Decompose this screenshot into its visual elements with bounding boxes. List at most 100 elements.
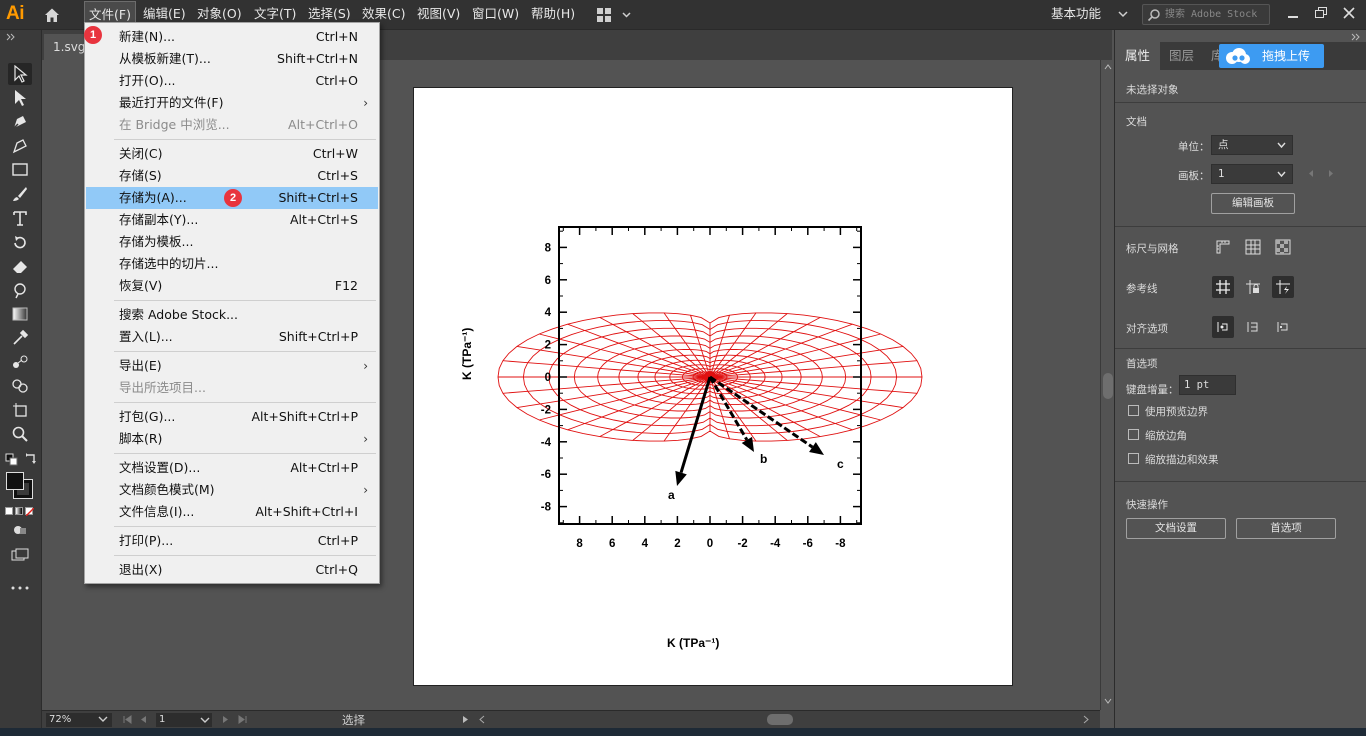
paintbrush-tool-icon[interactable] xyxy=(8,183,32,205)
next-artboard-icon[interactable] xyxy=(1328,169,1334,178)
menu-item[interactable]: 从模板新建(T)... Shift+Ctrl+N xyxy=(86,48,378,70)
arrange-documents-icon[interactable] xyxy=(596,7,632,23)
collapse-panel-icon[interactable] xyxy=(1351,33,1363,41)
menu-view[interactable]: 视图(V) xyxy=(417,6,461,21)
zoom-level[interactable]: 72% xyxy=(46,713,112,727)
scroll-left-icon[interactable] xyxy=(478,715,486,724)
swap-colors-icon[interactable] xyxy=(24,452,38,466)
snap-to-grid-icon[interactable] xyxy=(1242,316,1264,338)
artboard-select[interactable]: 1 xyxy=(1211,164,1293,184)
gradient-mode-icon[interactable] xyxy=(15,507,23,515)
tab-layers[interactable]: 图层 xyxy=(1169,48,1195,63)
menu-item[interactable]: 文件信息(I)... Alt+Shift+Ctrl+I xyxy=(86,501,378,523)
menu-item[interactable]: 存储副本(Y)... Alt+Ctrl+S xyxy=(86,209,378,231)
stock-search-input[interactable] xyxy=(1165,6,1267,23)
selection-tool-icon[interactable] xyxy=(8,63,32,85)
menu-type[interactable]: 文字(T) xyxy=(254,6,297,21)
menu-item[interactable]: 关闭(C) Ctrl+W xyxy=(86,143,378,165)
status-menu-icon[interactable] xyxy=(462,715,470,724)
menu-item[interactable]: 恢复(V) F12 xyxy=(86,275,378,297)
default-colors-icon[interactable] xyxy=(5,453,19,467)
canvas[interactable]: 8 6 4 2 0 -2 -4 -6 -8 8 6 4 2 0 -2 -4 -6 -8 a b c K (TPa… xyxy=(42,60,1100,710)
first-artboard-icon[interactable] xyxy=(122,715,132,724)
shape-builder-tool-icon[interactable] xyxy=(8,375,32,397)
scale-corners-checkbox[interactable] xyxy=(1128,429,1139,440)
keyboard-increment-input[interactable]: 1 pt xyxy=(1179,375,1236,395)
color-modes[interactable] xyxy=(5,507,35,516)
chevron-down-icon[interactable] xyxy=(200,716,210,724)
smart-guides-icon[interactable] xyxy=(1272,276,1294,298)
menu-item[interactable]: 存储选中的切片... xyxy=(86,253,378,275)
grid-icon[interactable] xyxy=(1242,236,1264,258)
menu-effect[interactable]: 效果(C) xyxy=(362,6,406,21)
artboard[interactable]: 8 6 4 2 0 -2 -4 -6 -8 8 6 4 2 0 -2 -4 -6 -8 a b c K (TPa… xyxy=(413,87,1013,686)
menu-select[interactable]: 选择(S) xyxy=(308,6,351,21)
screen-mode-icon[interactable] xyxy=(11,548,29,562)
vertical-scrollbar[interactable] xyxy=(1100,60,1114,710)
units-select[interactable]: 点 xyxy=(1211,135,1293,155)
next-artboard-icon[interactable] xyxy=(222,715,230,724)
menu-item[interactable]: 打开(O)... Ctrl+O xyxy=(86,70,378,92)
adobe-stock-search[interactable] xyxy=(1142,4,1270,25)
eyedropper-tool-icon[interactable] xyxy=(8,327,32,349)
color-mode-icon[interactable] xyxy=(5,507,13,515)
ruler-icon[interactable] xyxy=(1212,236,1234,258)
menu-item[interactable]: 存储为模板... xyxy=(86,231,378,253)
close-icon[interactable] xyxy=(1340,4,1358,22)
tab-properties[interactable]: 属性 xyxy=(1115,42,1161,70)
last-artboard-icon[interactable] xyxy=(238,715,248,724)
menu-item[interactable]: 搜索 Adobe Stock... xyxy=(86,304,378,326)
fill-swatch[interactable] xyxy=(6,472,24,490)
scroll-up-icon[interactable] xyxy=(1104,64,1112,70)
cloud-upload-button[interactable]: 拖拽上传 xyxy=(1219,44,1324,68)
preferences-button[interactable]: 首选项 xyxy=(1236,518,1336,539)
menu-item[interactable]: 最近打开的文件(F) › xyxy=(86,92,378,114)
menu-help[interactable]: 帮助(H) xyxy=(531,6,576,21)
fill-stroke-swatch[interactable] xyxy=(6,472,34,500)
menu-item[interactable]: 打印(P)... Ctrl+P xyxy=(86,530,378,552)
gradient-tool-icon[interactable] xyxy=(8,303,32,325)
direct-selection-tool-icon[interactable] xyxy=(8,87,32,109)
draw-mode-icon[interactable] xyxy=(12,523,28,537)
scroll-down-icon[interactable] xyxy=(1104,698,1112,704)
curvature-tool-icon[interactable] xyxy=(8,135,32,157)
document-setup-button[interactable]: 文档设置 xyxy=(1126,518,1226,539)
eraser-tool-icon[interactable] xyxy=(8,255,32,277)
type-tool-icon[interactable] xyxy=(8,207,32,229)
lock-guides-icon[interactable] xyxy=(1242,276,1264,298)
more-tools-icon[interactable] xyxy=(11,586,29,590)
scale-strokes-effects-checkbox[interactable] xyxy=(1128,453,1139,464)
show-guides-icon[interactable] xyxy=(1212,276,1234,298)
menu-item[interactable]: 文档设置(D)... Alt+Ctrl+P xyxy=(86,457,378,479)
previous-artboard-icon[interactable] xyxy=(1308,169,1314,178)
snap-to-point-icon[interactable] xyxy=(1212,316,1234,338)
use-preview-bounds-checkbox[interactable] xyxy=(1128,405,1139,416)
menu-item[interactable]: 存储为(A)... Shift+Ctrl+S xyxy=(86,187,378,209)
menu-edit[interactable]: 编辑(E) xyxy=(143,6,186,21)
menu-item[interactable]: 退出(X) Ctrl+Q xyxy=(86,559,378,581)
rotate-tool-icon[interactable] xyxy=(8,231,32,253)
scroll-right-icon[interactable] xyxy=(1082,715,1090,724)
menu-item[interactable]: 文档颜色模式(M) › xyxy=(86,479,378,501)
blend-tool-icon[interactable] xyxy=(8,351,32,373)
menu-item[interactable]: 导出(E) › xyxy=(86,355,378,377)
menu-object[interactable]: 对象(O) xyxy=(197,6,242,21)
vertical-scroll-thumb[interactable] xyxy=(1103,373,1113,399)
menu-item[interactable]: 新建(N)... Ctrl+N xyxy=(86,26,378,48)
artboard-tool-icon[interactable] xyxy=(8,399,32,421)
zoom-tool-icon[interactable] xyxy=(8,423,32,445)
minimize-icon[interactable] xyxy=(1284,4,1302,22)
edit-artboards-button[interactable]: 编辑画板 xyxy=(1211,193,1295,214)
transparency-grid-icon[interactable] xyxy=(1272,236,1294,258)
menu-item[interactable]: 存储(S) Ctrl+S xyxy=(86,165,378,187)
warp-tool-icon[interactable] xyxy=(8,279,32,301)
workspace-switcher[interactable]: 基本功能 xyxy=(1051,6,1102,21)
menu-item[interactable]: 脚本(R) › xyxy=(86,428,378,450)
chevron-down-icon[interactable] xyxy=(98,715,108,723)
menu-item[interactable]: 打包(G)... Alt+Shift+Ctrl+P xyxy=(86,406,378,428)
restore-icon[interactable] xyxy=(1312,4,1330,22)
artboard-number[interactable]: 1 xyxy=(156,713,212,727)
home-icon[interactable] xyxy=(43,6,61,24)
previous-artboard-icon[interactable] xyxy=(139,715,147,724)
snap-to-pixel-icon[interactable] xyxy=(1272,316,1294,338)
